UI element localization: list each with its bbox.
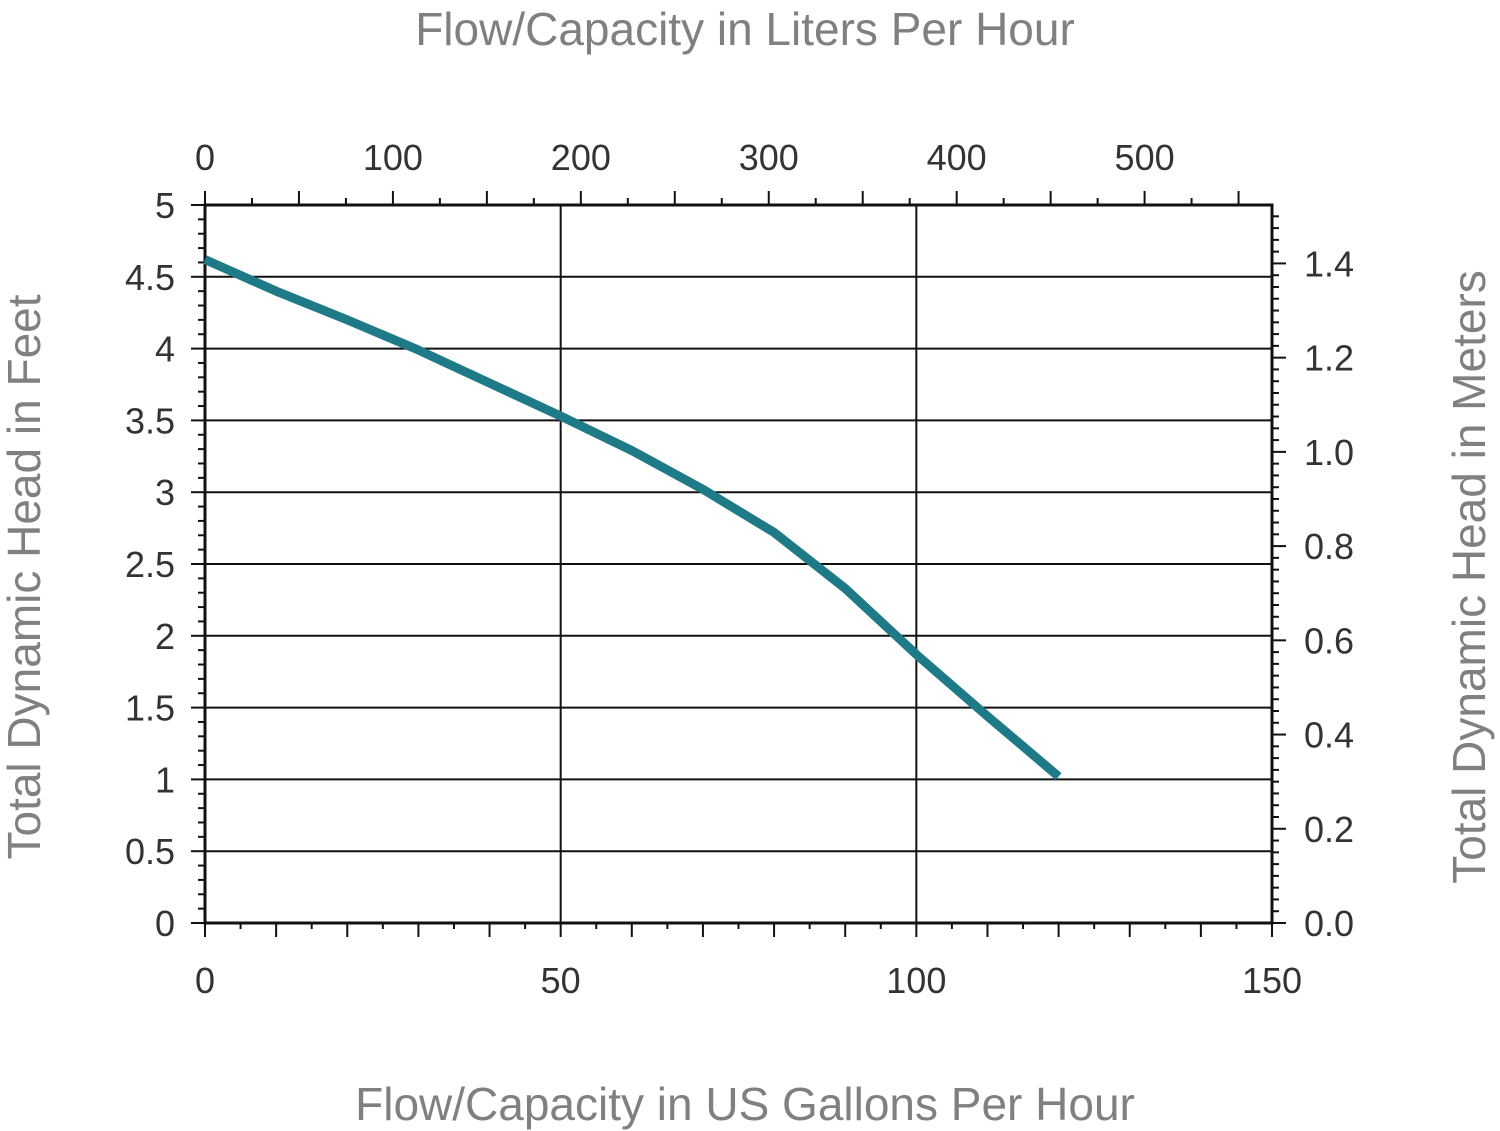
y-tick-label: 1 (155, 759, 175, 800)
x2-tick-label: 0 (195, 137, 215, 178)
plot-frame (203, 203, 1274, 925)
y2-tick-label: 1.4 (1304, 243, 1354, 284)
bottom-axis-title: Flow/Capacity in US Gallons Per Hour (355, 1078, 1135, 1130)
y2-tick-label: 0.4 (1304, 715, 1354, 756)
label-layer: 0 50 100 150 0 100 200 300 400 500 0 0.5 1 1.5 2 2.5 3 3.… (125, 137, 1354, 1001)
x2-tick-label: 400 (927, 137, 987, 178)
y2-tick-label: 1.2 (1304, 338, 1354, 379)
y-tick-label: 3.5 (125, 400, 175, 441)
x-tick-label: 150 (1242, 960, 1302, 1001)
top-axis-title: Flow/Capacity in Liters Per Hour (415, 3, 1075, 55)
grid-layer (205, 205, 1272, 923)
right-axis-title: Total Dynamic Head in Meters (1443, 270, 1495, 884)
y2-tick-label: 0.2 (1304, 809, 1354, 850)
y2-tick-label: 0.0 (1304, 903, 1354, 944)
y-tick-label: 2 (155, 616, 175, 657)
y-tick-label: 2.5 (125, 544, 175, 585)
y-tick-label: 0 (155, 903, 175, 944)
x2-tick-label: 500 (1115, 137, 1175, 178)
left-axis-title: Total Dynamic Head in Feet (0, 294, 50, 859)
y2-tick-label: 0.6 (1304, 620, 1354, 661)
y-tick-label: 5 (155, 185, 175, 226)
x-tick-label: 100 (886, 960, 946, 1001)
y-tick-label: 3 (155, 472, 175, 513)
x2-tick-label: 100 (363, 137, 423, 178)
series-layer (203, 255, 1062, 780)
x-tick-label: 0 (195, 960, 215, 1001)
y-tick-label: 1.5 (125, 688, 175, 729)
x2-tick-label: 200 (551, 137, 611, 178)
y2-tick-label: 1.0 (1304, 432, 1354, 473)
y-tick-label: 4 (155, 329, 175, 370)
pump-curve-line (203, 255, 1062, 780)
y-tick-label: 4.5 (125, 257, 175, 298)
y-tick-label: 0.5 (125, 831, 175, 872)
y2-tick-label: 0.8 (1304, 526, 1354, 567)
x-tick-label: 50 (541, 960, 581, 1001)
x2-tick-label: 300 (739, 137, 799, 178)
